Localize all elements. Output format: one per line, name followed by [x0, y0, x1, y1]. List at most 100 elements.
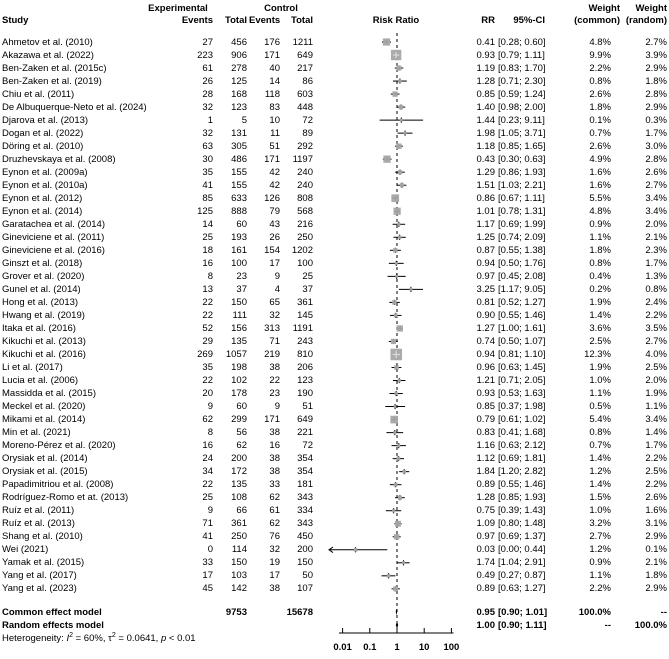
ci-value: [0.69; 1.99]: [498, 218, 546, 230]
study-name: Akazawa et al. (2022): [2, 49, 94, 61]
exp-events: 125: [197, 205, 213, 217]
rr-value: 0.89: [476, 583, 496, 595]
study-name: Meckel et al. (2020): [2, 401, 86, 413]
exp-total: 37: [236, 283, 247, 295]
ci-value: [0.41; 1.68]: [498, 427, 546, 439]
ci-value: [0.86; 1.93]: [498, 166, 546, 178]
weight-random: 1.6%: [645, 505, 667, 517]
ctrl-total: 810: [297, 348, 313, 360]
study-row: Min et al. (2021) 8 56 38 221 0.83 [0.41; 1.68…: [0, 426, 669, 439]
rr-value: 0.49: [476, 570, 496, 582]
weight-random: 0.3%: [645, 114, 667, 126]
ctrl-total: 150: [297, 557, 313, 569]
study-row: Ben-Zaken et al. (2019) 26 125 14 86 1.28 [0.7…: [0, 75, 669, 88]
study-row: Rodríguez-Romo et at. (2013) 25 108 62 343 1.…: [0, 491, 669, 504]
ctrl-total: 86: [302, 75, 313, 87]
rr-value: 0.41: [476, 36, 496, 48]
ctrl-events: 26: [269, 231, 280, 243]
weight-common: 3.2%: [589, 518, 611, 530]
study-name: Ruíz et al. (2011): [2, 505, 75, 517]
study-row: Li et al. (2017) 35 198 38 206 0.96 [0.63; 1.4…: [0, 361, 669, 374]
ctrl-total: 107: [297, 583, 313, 595]
exp-total: 278: [231, 62, 247, 74]
exp-events: 28: [202, 88, 213, 100]
header-study: Study: [2, 15, 29, 26]
study-name: Yamak et al. (2015): [2, 557, 85, 569]
ctrl-events: 23: [269, 388, 280, 400]
ctrl-events: 62: [269, 518, 280, 530]
ctrl-total: 200: [297, 544, 313, 556]
study-row: Gunel et al. (2014) 13 37 4 37 3.25 [1.17; 9.0…: [0, 283, 669, 296]
weight-common: 0.5%: [589, 401, 611, 413]
exp-events: 17: [202, 570, 213, 582]
ctrl-total: 89: [302, 127, 313, 139]
weight-random: --: [660, 606, 667, 618]
study-row: Eynon et al. (2010a) 41 155 42 240 1.51 [1.03;…: [0, 179, 669, 192]
weight-random: 3.9%: [645, 49, 667, 61]
study-name: Gineviciene et al. (2016): [2, 244, 105, 256]
study-name: Min et al. (2021): [2, 427, 71, 439]
exp-total: 161: [231, 244, 247, 256]
ci-value: [0.59; 1.24]: [498, 88, 546, 100]
exp-total: 200: [231, 453, 247, 465]
ctrl-events: [249, 619, 280, 632]
ci-value: [0.37; 1.98]: [498, 401, 546, 413]
study-name: Massidda et al. (2015): [2, 388, 96, 400]
rr-value: 0.96: [476, 362, 496, 373]
weight-random: 3.0%: [645, 140, 667, 152]
rr-value: 1.98: [476, 127, 496, 139]
study-row: Orysiak et al. (2015) 34 172 38 354 1.84 [1.20…: [0, 465, 669, 478]
exp-events: 71: [202, 518, 213, 530]
weight-random: 3.5%: [645, 322, 667, 334]
ctrl-total: 51: [302, 401, 313, 413]
exp-events: 26: [202, 75, 213, 87]
summary-row: Random effects model 1.00 [0.90; 1.11] -- 10…: [0, 619, 669, 632]
exp-total: 150: [231, 296, 247, 308]
study-name: Kikuchi et al. (2016): [2, 348, 86, 360]
ctrl-total: 1191: [292, 322, 313, 334]
exp-total: 131: [231, 127, 247, 139]
exp-events: 13: [202, 283, 213, 295]
study-row: Ginszt et al. (2018) 16 100 17 100 0.94 [0.50;…: [0, 257, 669, 270]
study-row: Orysiak et al. (2014) 24 200 38 354 1.12 [0.69…: [0, 452, 669, 465]
exp-total: 305: [231, 140, 247, 152]
rr-value: 0.75: [476, 505, 496, 517]
exp-total: 456: [231, 36, 247, 48]
rr-value: 1.12: [476, 453, 496, 465]
heterogeneity-text: 2: [111, 631, 116, 639]
weight-common: 9.9%: [589, 49, 611, 61]
header-exp-events: Events: [181, 15, 213, 26]
weight-random: 2.2%: [645, 309, 667, 321]
ctrl-total: 181: [297, 479, 313, 491]
weight-random: 2.9%: [645, 101, 667, 113]
rr-value: 1.18: [476, 140, 496, 152]
ctrl-total: 50: [302, 570, 313, 582]
ci-value: [0.55; 1.46]: [498, 309, 546, 321]
ctrl-total: 334: [297, 505, 313, 517]
rr-value: 0.86: [476, 192, 496, 204]
ctrl-events: 176: [264, 36, 280, 48]
heterogeneity-text: p: [160, 633, 167, 644]
ctrl-events: 33: [269, 479, 280, 491]
ci-value: [1.00; 1.61]: [498, 322, 546, 334]
axis-tick-label: 0.01: [333, 642, 352, 653]
exp-events: 22: [202, 296, 213, 308]
exp-total: 486: [231, 153, 247, 165]
rr-value: 1.16: [476, 440, 496, 452]
study-name: Papadimitriou et al. (2008): [2, 479, 114, 491]
weight-random: 2.8%: [645, 88, 667, 100]
ctrl-events: 42: [269, 179, 280, 191]
rr-value: 1.27: [476, 322, 496, 334]
exp-events: 45: [202, 583, 213, 595]
ctrl-total: 354: [297, 466, 313, 478]
weight-common: 1.6%: [589, 166, 611, 178]
ci-value: [1.04; 2.91]: [498, 557, 546, 569]
ctrl-total: 649: [297, 414, 313, 426]
weight-random: 2.7%: [645, 36, 667, 48]
axis-tick-label: 10: [418, 642, 430, 653]
study-row: Gineviciene et al. (2011) 25 193 26 250 1.25[…: [0, 231, 669, 244]
ci-value: [0.23; 9.11]: [498, 114, 545, 126]
weight-common: 0.9%: [589, 557, 611, 569]
study-row: Gineviciene et al. (2016) 18 161 154 1202 0.8…: [0, 244, 669, 257]
study-row: Dogan et al. (2022) 32 131 11 89 1.98 [1.05; 3…: [0, 127, 669, 140]
